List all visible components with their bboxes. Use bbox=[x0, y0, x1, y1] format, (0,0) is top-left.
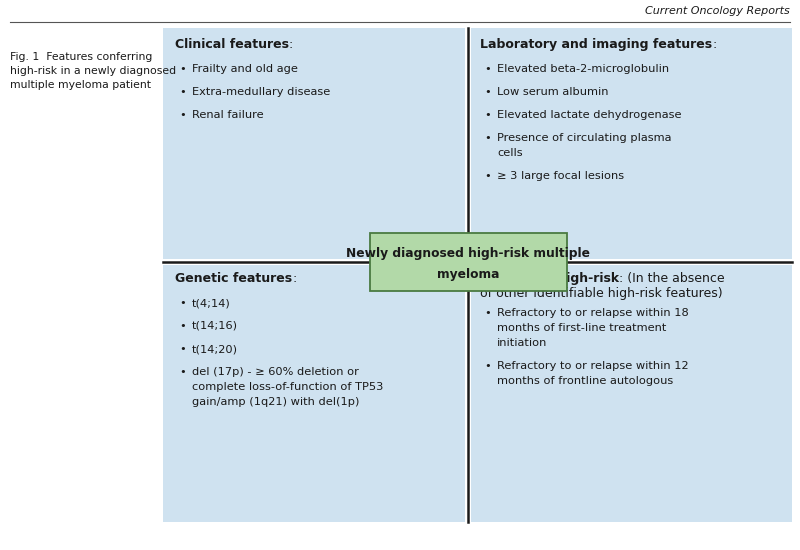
Text: of other identifiable high-risk features): of other identifiable high-risk features… bbox=[480, 287, 722, 300]
Text: Frailty and old age: Frailty and old age bbox=[192, 64, 298, 74]
Text: •: • bbox=[179, 64, 186, 74]
Text: :: : bbox=[712, 38, 716, 51]
Text: Functional high-risk: Functional high-risk bbox=[480, 272, 619, 285]
Text: cells: cells bbox=[497, 148, 522, 158]
FancyBboxPatch shape bbox=[471, 28, 792, 259]
Text: gain/amp (1q21) with del(1p): gain/amp (1q21) with del(1p) bbox=[192, 397, 359, 407]
Text: del (17p) - ≥ 60% deletion or: del (17p) - ≥ 60% deletion or bbox=[192, 367, 359, 377]
Text: months of first-line treatment: months of first-line treatment bbox=[497, 323, 666, 333]
Text: Current Oncology Reports: Current Oncology Reports bbox=[646, 6, 790, 16]
Text: •: • bbox=[179, 298, 186, 308]
Text: •: • bbox=[484, 64, 490, 74]
Text: :: : bbox=[292, 272, 296, 285]
FancyBboxPatch shape bbox=[471, 265, 792, 522]
Text: months of frontline autologous: months of frontline autologous bbox=[497, 376, 674, 386]
Text: Clinical features: Clinical features bbox=[175, 38, 289, 51]
Text: •: • bbox=[484, 361, 490, 371]
Text: •: • bbox=[484, 133, 490, 143]
FancyBboxPatch shape bbox=[370, 233, 566, 291]
Text: Elevated lactate dehydrogenase: Elevated lactate dehydrogenase bbox=[497, 110, 682, 120]
Text: ≥ 3 large focal lesions: ≥ 3 large focal lesions bbox=[497, 171, 624, 181]
Text: •: • bbox=[179, 321, 186, 331]
Text: Presence of circulating plasma: Presence of circulating plasma bbox=[497, 133, 671, 143]
Text: •: • bbox=[179, 87, 186, 97]
Text: :: : bbox=[289, 38, 294, 51]
Text: •: • bbox=[484, 308, 490, 318]
Text: •: • bbox=[484, 171, 490, 181]
FancyBboxPatch shape bbox=[163, 28, 465, 259]
Text: t(14;20): t(14;20) bbox=[192, 344, 238, 354]
Text: •: • bbox=[179, 344, 186, 354]
Text: : (In the absence: : (In the absence bbox=[619, 272, 725, 285]
Text: Renal failure: Renal failure bbox=[192, 110, 264, 120]
Text: Extra-medullary disease: Extra-medullary disease bbox=[192, 87, 330, 97]
Text: •: • bbox=[484, 87, 490, 97]
Text: t(14;16): t(14;16) bbox=[192, 321, 238, 331]
Text: myeloma: myeloma bbox=[437, 268, 499, 281]
Text: Refractory to or relapse within 18: Refractory to or relapse within 18 bbox=[497, 308, 689, 318]
Text: Genetic features: Genetic features bbox=[175, 272, 292, 285]
Text: •: • bbox=[179, 110, 186, 120]
Text: Low serum albumin: Low serum albumin bbox=[497, 87, 609, 97]
Text: initiation: initiation bbox=[497, 338, 547, 348]
Text: Laboratory and imaging features: Laboratory and imaging features bbox=[480, 38, 712, 51]
Text: •: • bbox=[484, 110, 490, 120]
Text: •: • bbox=[179, 367, 186, 377]
Text: Fig. 1  Features conferring
high-risk in a newly diagnosed
multiple myeloma pati: Fig. 1 Features conferring high-risk in … bbox=[10, 52, 176, 90]
Text: Refractory to or relapse within 12: Refractory to or relapse within 12 bbox=[497, 361, 689, 371]
Text: t(4;14): t(4;14) bbox=[192, 298, 230, 308]
FancyBboxPatch shape bbox=[163, 265, 465, 522]
Text: complete loss-of-function of TP53: complete loss-of-function of TP53 bbox=[192, 382, 383, 392]
Text: Elevated beta-2-microglobulin: Elevated beta-2-microglobulin bbox=[497, 64, 669, 74]
Text: Newly diagnosed high-risk multiple: Newly diagnosed high-risk multiple bbox=[346, 247, 590, 260]
